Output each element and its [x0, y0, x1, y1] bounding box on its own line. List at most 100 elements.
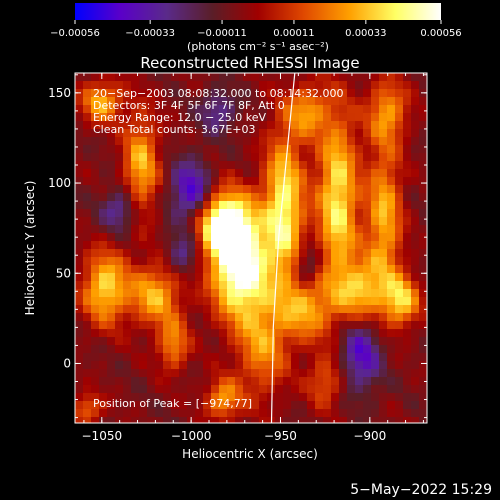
heatmap-cell: [227, 377, 236, 386]
heatmap-cell: [283, 353, 292, 362]
colorbar-gradient: [75, 3, 441, 20]
heatmap-cell: [331, 81, 340, 90]
heatmap-cell: [131, 105, 140, 114]
heatmap-cell: [275, 257, 284, 266]
heatmap-cell: [163, 329, 172, 338]
heatmap-cell: [243, 225, 252, 234]
heatmap-cell: [371, 73, 380, 82]
heatmap-cell: [155, 377, 164, 386]
heatmap-cell: [83, 121, 92, 130]
heatmap-cell: [179, 273, 188, 282]
heatmap-cell: [115, 73, 124, 82]
heatmap-cell: [347, 313, 356, 322]
heatmap-cell: [307, 105, 316, 114]
heatmap-cell: [235, 273, 244, 282]
heatmap-cell: [307, 121, 316, 130]
heatmap-cell: [179, 377, 188, 386]
heatmap-cell: [283, 153, 292, 162]
heatmap-cell: [259, 185, 268, 194]
heatmap-cell: [235, 137, 244, 146]
heatmap-cell: [379, 377, 388, 386]
heatmap-cell: [275, 97, 284, 106]
heatmap-cell: [355, 321, 364, 330]
heatmap-cell: [251, 321, 260, 330]
heatmap-cell: [371, 273, 380, 282]
heatmap-cell: [91, 201, 100, 210]
colorbar-tick-label: −0.00011: [197, 28, 247, 39]
heatmap-cell: [403, 385, 412, 394]
heatmap-cell: [75, 233, 84, 242]
heatmap-cell: [163, 337, 172, 346]
heatmap-cell: [307, 409, 316, 418]
heatmap-cell: [299, 129, 308, 138]
heatmap-cell: [227, 257, 236, 266]
observation-annotations: 20−Sep−2003 08:08:32.000 to 08:14:32.000…: [93, 87, 343, 136]
heatmap-cell: [147, 321, 156, 330]
heatmap-cell: [299, 273, 308, 282]
heatmap-cell: [131, 417, 140, 424]
heatmap-cell: [131, 377, 140, 386]
heatmap-cell: [171, 257, 180, 266]
heatmap-cell: [83, 257, 92, 266]
heatmap-cell: [243, 89, 252, 98]
heatmap-cell: [251, 73, 260, 82]
heatmap-cell: [283, 281, 292, 290]
heatmap-cell: [363, 281, 372, 290]
heatmap-cell: [395, 361, 404, 370]
heatmap-cell: [179, 185, 188, 194]
heatmap-cell: [355, 137, 364, 146]
heatmap-cell: [75, 73, 84, 82]
heatmap-cell: [195, 369, 204, 378]
heatmap-cell: [219, 249, 228, 258]
heatmap-cell: [179, 417, 188, 424]
heatmap-cell: [299, 137, 308, 146]
heatmap-cell: [235, 73, 244, 82]
heatmap-cell: [395, 289, 404, 298]
heatmap-cell: [235, 153, 244, 162]
heatmap-cell: [139, 265, 148, 274]
heatmap-cell: [107, 129, 116, 138]
heatmap-cell: [91, 369, 100, 378]
heatmap-cell: [179, 305, 188, 314]
heatmap-cell: [315, 201, 324, 210]
heatmap-cell: [307, 73, 316, 82]
heatmap-cell: [235, 337, 244, 346]
heatmap-cell: [275, 177, 284, 186]
heatmap-cell: [203, 385, 212, 394]
heatmap-cell: [163, 129, 172, 138]
heatmap-cell: [323, 129, 332, 138]
heatmap-cell: [187, 145, 196, 154]
heatmap-cell: [323, 401, 332, 410]
heatmap-cell: [299, 257, 308, 266]
heatmap-cell: [155, 393, 164, 402]
heatmap-cell: [355, 385, 364, 394]
heatmap-cell: [179, 113, 188, 122]
heatmap-cell: [107, 217, 116, 226]
heatmap-cell: [83, 145, 92, 154]
heatmap-cell: [251, 377, 260, 386]
heatmap-cell: [163, 265, 172, 274]
heatmap-cell: [211, 377, 220, 386]
heatmap-cell: [115, 313, 124, 322]
heatmap-cell: [331, 153, 340, 162]
heatmap-cell: [203, 161, 212, 170]
heatmap-cell: [291, 129, 300, 138]
heatmap-cell: [323, 193, 332, 202]
heatmap-cell: [347, 137, 356, 146]
heatmap-cell: [179, 121, 188, 130]
heatmap-cell: [171, 345, 180, 354]
heatmap-cell: [299, 177, 308, 186]
heatmap-cell: [91, 393, 100, 402]
annotation-line: Energy Range: 12.0 − 25.0 keV: [93, 111, 267, 124]
heatmap-cell: [251, 129, 260, 138]
heatmap-cell: [99, 393, 108, 402]
heatmap-cell: [211, 193, 220, 202]
heatmap-cell: [243, 297, 252, 306]
heatmap-cell: [171, 313, 180, 322]
heatmap-cell: [155, 201, 164, 210]
heatmap-cell: [75, 369, 84, 378]
heatmap-cell: [131, 361, 140, 370]
heatmap-cell: [371, 233, 380, 242]
heatmap-cell: [299, 233, 308, 242]
heatmap-cell: [155, 169, 164, 178]
